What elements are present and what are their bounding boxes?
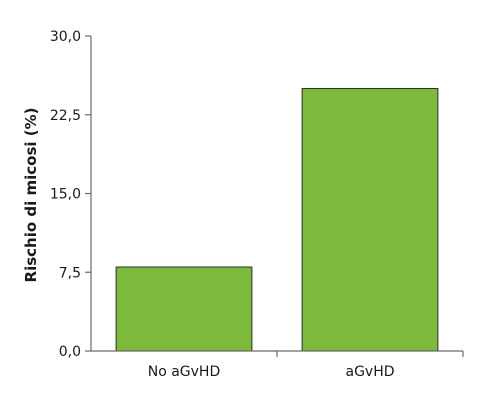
y-tick-label: 0,0 bbox=[59, 344, 81, 360]
y-tick-label: 30,0 bbox=[50, 29, 81, 45]
y-axis-title: Rischio di micosi (%) bbox=[22, 108, 40, 283]
x-axis: No aGvHD aGvHD bbox=[91, 350, 464, 380]
bar-no-agvhd bbox=[115, 266, 253, 352]
x-category-label: No aGvHD bbox=[148, 364, 221, 380]
x-category-label: aGvHD bbox=[345, 364, 394, 380]
bar-agvhd bbox=[301, 88, 439, 352]
y-tick-label: 7,5 bbox=[59, 265, 81, 281]
y-axis: 0,0 7,5 15,0 22,5 30,0 bbox=[50, 29, 92, 360]
y-tick-label: 22,5 bbox=[50, 108, 81, 124]
bars-group bbox=[115, 88, 439, 352]
y-tick-label: 15,0 bbox=[50, 187, 81, 203]
